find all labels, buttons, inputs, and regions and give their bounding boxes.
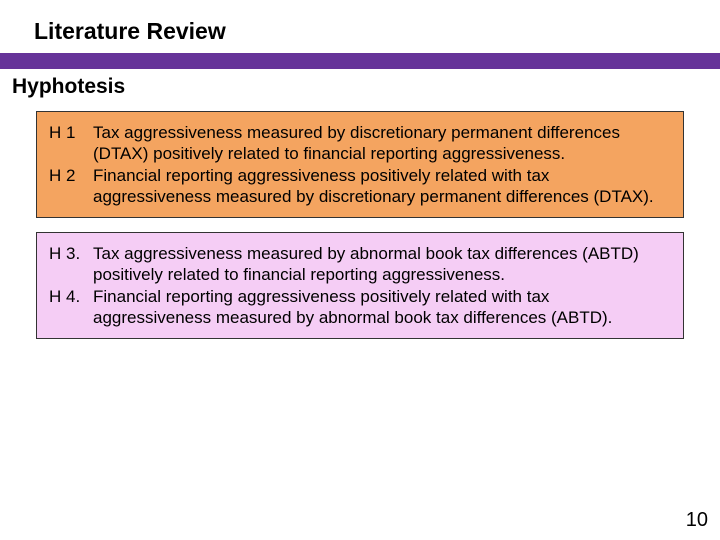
hypothesis-box-2: H 3. Tax aggressiveness measured by abno… [36,232,684,339]
hypothesis-label: H 2 [49,165,93,208]
hypothesis-row: H 4. Financial reporting aggressiveness … [49,286,671,329]
hypothesis-label: H 4. [49,286,93,329]
accent-bar [0,53,720,69]
page-number: 10 [686,509,708,532]
section-subtitle: Hyphotesis [0,69,720,111]
hypothesis-label: H 1 [49,122,93,165]
hypothesis-label: H 3. [49,243,93,286]
hypothesis-text: Financial reporting aggressiveness posit… [93,165,671,208]
hypothesis-row: H 3. Tax aggressiveness measured by abno… [49,243,671,286]
hypothesis-text: Financial reporting aggressiveness posit… [93,286,671,329]
hypothesis-row: H 1 Tax aggressiveness measured by discr… [49,122,671,165]
hypothesis-text: Tax aggressiveness measured by discretio… [93,122,671,165]
hypothesis-row: H 2 Financial reporting aggressiveness p… [49,165,671,208]
hypothesis-box-1: H 1 Tax aggressiveness measured by discr… [36,111,684,218]
hypothesis-text: Tax aggressiveness measured by abnormal … [93,243,671,286]
page-title: Literature Review [0,0,720,53]
